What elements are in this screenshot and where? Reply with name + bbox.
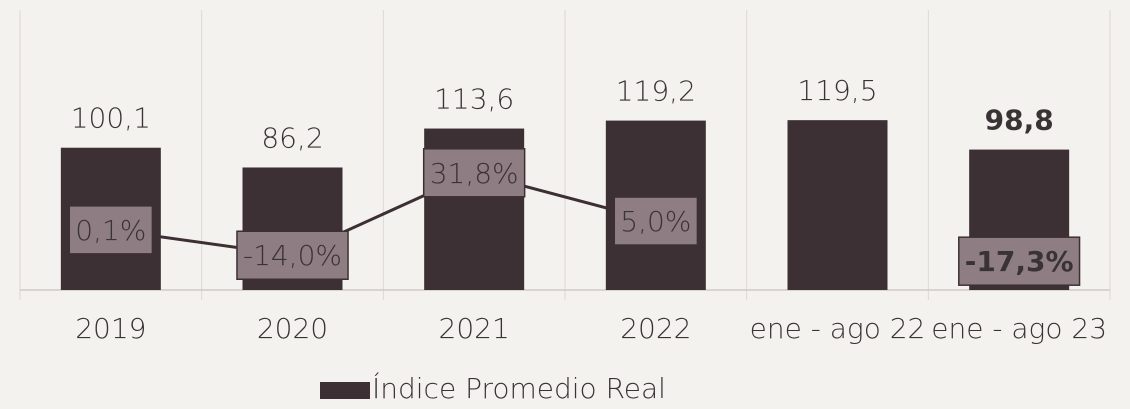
line-value-label: -17,3% xyxy=(965,245,1074,278)
bar-value-label: 119,5 xyxy=(797,74,877,107)
legend-label: Índice Promedio Real xyxy=(372,371,666,405)
legend-swatch xyxy=(320,382,370,399)
line-label-box xyxy=(68,205,154,255)
line-label-box xyxy=(958,236,1081,286)
bar-value-label: 98,8 xyxy=(985,104,1054,137)
x-tick-label: ene - ago 22 xyxy=(750,312,926,345)
x-tick-label: 2020 xyxy=(257,312,328,345)
bar xyxy=(787,120,888,290)
line-value-label: 0,1% xyxy=(75,214,146,247)
line-value-label: 5,0% xyxy=(620,205,691,238)
line-value-label: 31,8% xyxy=(430,157,519,190)
x-tick-label: 2022 xyxy=(620,312,691,345)
bar-value-label: 113,6 xyxy=(434,83,514,116)
x-tick-label: 2019 xyxy=(75,312,146,345)
x-tick-label: 2021 xyxy=(439,312,510,345)
line-label-box xyxy=(236,230,349,280)
line-label-box xyxy=(613,196,699,246)
bar-value-label: 100,1 xyxy=(71,102,151,135)
x-tick-label: ene - ago 23 xyxy=(931,312,1107,345)
line-label-box xyxy=(422,148,526,198)
line xyxy=(110,171,657,257)
bar-value-label: 119,2 xyxy=(616,75,696,108)
bar-value-label: 86,2 xyxy=(261,121,323,154)
line-value-label: -14,0% xyxy=(243,239,342,272)
